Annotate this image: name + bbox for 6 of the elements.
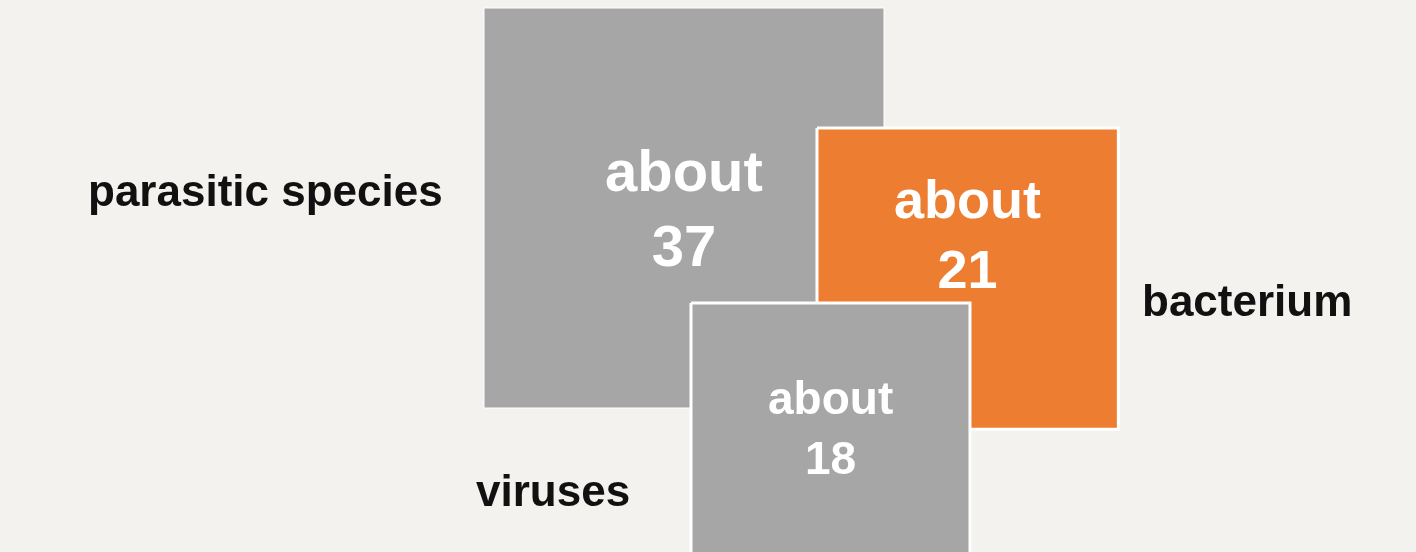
category-label: viruses [476, 466, 631, 515]
data-label: about 21 [894, 169, 1041, 300]
data-label: about 37 [605, 138, 763, 279]
category-label: parasitic species [88, 166, 443, 215]
category-label: bacterium [1142, 276, 1353, 325]
data-label: about 18 [768, 372, 894, 484]
